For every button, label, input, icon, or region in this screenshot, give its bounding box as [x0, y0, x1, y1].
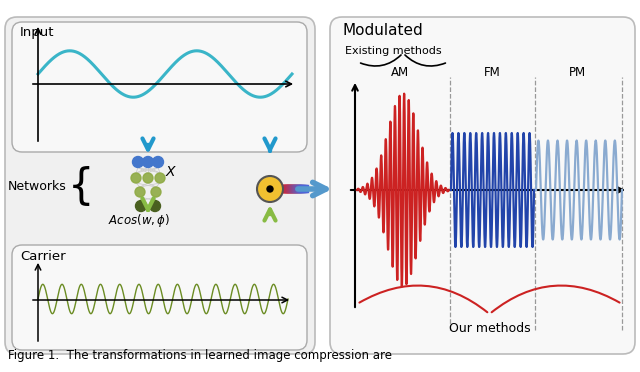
Circle shape — [152, 157, 163, 167]
Text: PM: PM — [568, 66, 586, 79]
Circle shape — [150, 201, 161, 212]
Circle shape — [257, 176, 283, 202]
Text: Modulated: Modulated — [342, 23, 423, 38]
FancyBboxPatch shape — [330, 17, 635, 354]
Circle shape — [135, 187, 145, 197]
Text: Networks: Networks — [8, 180, 67, 193]
Text: Input: Input — [20, 26, 54, 39]
Text: $X$: $X$ — [165, 165, 177, 179]
Text: AM: AM — [391, 66, 409, 79]
Text: {: { — [68, 166, 95, 208]
Text: Our methods: Our methods — [449, 322, 531, 335]
Circle shape — [151, 187, 161, 197]
Text: $Acos(w,\phi)$: $Acos(w,\phi)$ — [108, 212, 170, 229]
Text: Existing methods: Existing methods — [345, 46, 442, 56]
Text: FM: FM — [484, 66, 500, 79]
Circle shape — [136, 201, 147, 212]
Text: Figure 1.  The transformations in learned image compression are: Figure 1. The transformations in learned… — [8, 349, 392, 362]
FancyBboxPatch shape — [12, 22, 307, 152]
FancyBboxPatch shape — [5, 17, 315, 354]
Circle shape — [155, 173, 165, 183]
FancyBboxPatch shape — [12, 245, 307, 350]
Circle shape — [132, 157, 143, 167]
Circle shape — [131, 173, 141, 183]
Circle shape — [267, 186, 273, 192]
Circle shape — [143, 173, 153, 183]
Circle shape — [143, 157, 154, 167]
Text: Carrier: Carrier — [20, 250, 66, 263]
